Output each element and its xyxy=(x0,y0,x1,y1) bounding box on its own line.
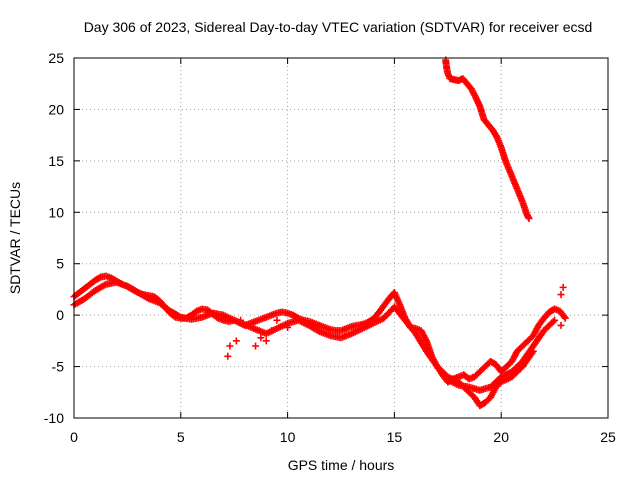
chart-title: Day 306 of 2023, Sidereal Day-to-day VTE… xyxy=(84,19,593,35)
x-tick-label: 15 xyxy=(387,429,403,445)
x-tick-label: 5 xyxy=(177,429,185,445)
fragments-marker xyxy=(559,283,567,291)
axes: 0 5 10 15 20 25 -10 -5 0 5 10 15 20 25 xyxy=(44,50,616,445)
y-tick-label: 25 xyxy=(48,50,64,66)
y-tick-label: 0 xyxy=(56,307,64,323)
y-tick-label: -5 xyxy=(52,359,65,375)
fragments-marker xyxy=(268,327,276,335)
data-markers xyxy=(70,56,569,410)
y-tick-label: 20 xyxy=(48,101,64,117)
x-tick-label: 10 xyxy=(280,429,296,445)
fragments-marker xyxy=(226,342,234,350)
fragments-marker xyxy=(557,321,565,329)
secondary-trace-marker xyxy=(551,316,559,324)
x-tick-label: 20 xyxy=(493,429,509,445)
y-tick-label: -10 xyxy=(44,410,64,426)
y-tick-label: 10 xyxy=(48,204,64,220)
y-tick-label: 5 xyxy=(56,256,64,272)
secondary-trace-marker xyxy=(549,318,557,326)
y-axis-title: SDTVAR / TECUs xyxy=(7,182,23,294)
lower-dip-trace-marker xyxy=(529,347,537,355)
fragments-marker xyxy=(557,291,565,299)
main-trace-marker xyxy=(561,314,569,322)
secondary-trace-marker xyxy=(101,281,109,289)
fragments-marker xyxy=(224,352,232,360)
plot-frame xyxy=(73,57,609,419)
fragments-marker xyxy=(237,316,245,324)
y-tick-label: 15 xyxy=(48,153,64,169)
fragments-marker xyxy=(284,323,292,331)
fragments-marker xyxy=(273,316,281,324)
x-tick-label: 0 xyxy=(70,429,78,445)
upper-trace-marker xyxy=(525,214,533,222)
fragments-marker xyxy=(262,337,270,345)
fragments-marker xyxy=(257,334,265,342)
fragments-marker xyxy=(232,337,240,345)
x-axis-title: GPS time / hours xyxy=(288,457,395,473)
main-trace-marker xyxy=(560,313,568,321)
x-tick-label: 25 xyxy=(600,429,616,445)
secondary-trace-marker xyxy=(175,312,183,320)
fragments-marker xyxy=(252,342,260,350)
